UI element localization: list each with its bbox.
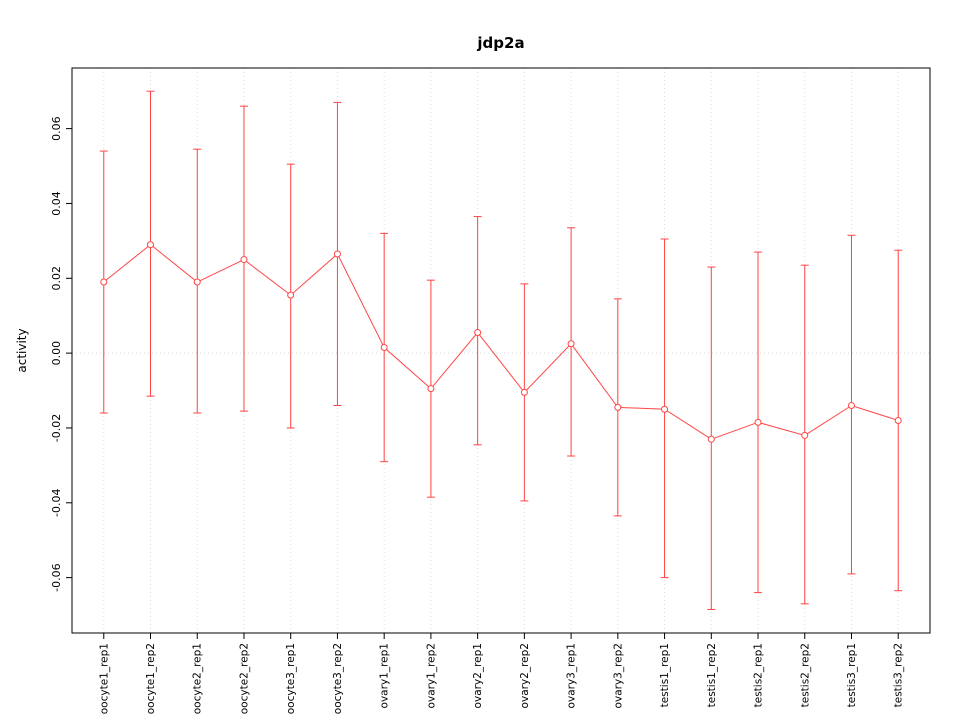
x-axis: oocyte1_rep1 oocyte1_rep2 oocyte2_rep1 oocy… <box>98 633 905 714</box>
x-tick-label: testis3_rep2 <box>893 643 905 707</box>
data-point-marker <box>474 329 482 337</box>
y-tick-label: 0.02 <box>50 266 63 291</box>
y-tick-label: -0.02 <box>50 414 63 442</box>
y-tick-label: 0.00 <box>50 341 63 366</box>
plot-frame <box>71 67 931 634</box>
data-point-marker <box>240 256 248 264</box>
data-point-marker <box>427 385 435 393</box>
x-tick-label: ovary2_rep2 <box>519 643 531 708</box>
x-tick-label: ovary3_rep2 <box>612 643 624 708</box>
data-point-marker <box>567 340 575 348</box>
error-bars <box>99 90 903 610</box>
data-points <box>100 241 902 443</box>
y-tick-label: -0.04 <box>50 489 63 517</box>
x-tick-label: testis1_rep2 <box>706 643 718 707</box>
data-point-marker <box>100 278 108 286</box>
data-point-marker <box>147 241 155 249</box>
data-point-marker <box>520 388 528 396</box>
data-point-marker <box>894 416 902 424</box>
x-tick-label: oocyte2_rep1 <box>192 643 204 714</box>
data-point-marker <box>801 431 809 439</box>
data-point-marker <box>193 278 201 286</box>
data-point-marker <box>287 291 295 299</box>
x-tick-label: ovary3_rep1 <box>566 643 578 708</box>
x-tick-label: testis1_rep1 <box>659 643 671 707</box>
series-line <box>103 243 899 440</box>
data-point-marker <box>614 403 622 411</box>
data-point-marker <box>847 402 855 410</box>
data-point-marker <box>754 418 762 426</box>
y-axis: -0.06 -0.04 -0.02 0.00 0.02 0.04 0.06 <box>50 116 72 592</box>
data-point-marker <box>380 344 388 352</box>
x-tick-label: oocyte3_rep1 <box>285 643 297 714</box>
y-tick-label: 0.04 <box>50 191 63 216</box>
x-tick-label: testis3_rep1 <box>846 643 858 707</box>
x-tick-label: ovary1_rep2 <box>425 643 437 708</box>
data-point-marker <box>333 250 341 258</box>
x-tick-label: oocyte3_rep2 <box>332 643 344 714</box>
chart-title: jdp2a <box>477 34 525 52</box>
category-gridlines <box>103 68 899 633</box>
x-tick-label: oocyte1_rep1 <box>98 643 110 714</box>
x-tick-label: testis2_rep1 <box>753 643 765 707</box>
x-tick-label: ovary2_rep1 <box>472 643 484 708</box>
x-tick-label: oocyte2_rep2 <box>238 643 250 714</box>
data-point-marker <box>707 435 715 443</box>
data-point-marker <box>661 405 669 413</box>
x-tick-label: testis2_rep2 <box>799 643 811 707</box>
y-tick-label: -0.06 <box>50 563 63 591</box>
x-tick-label: oocyte1_rep2 <box>145 643 157 714</box>
x-tick-label: ovary1_rep1 <box>379 643 391 708</box>
y-axis-title: activity <box>15 328 29 372</box>
y-tick-label: 0.06 <box>50 116 63 141</box>
